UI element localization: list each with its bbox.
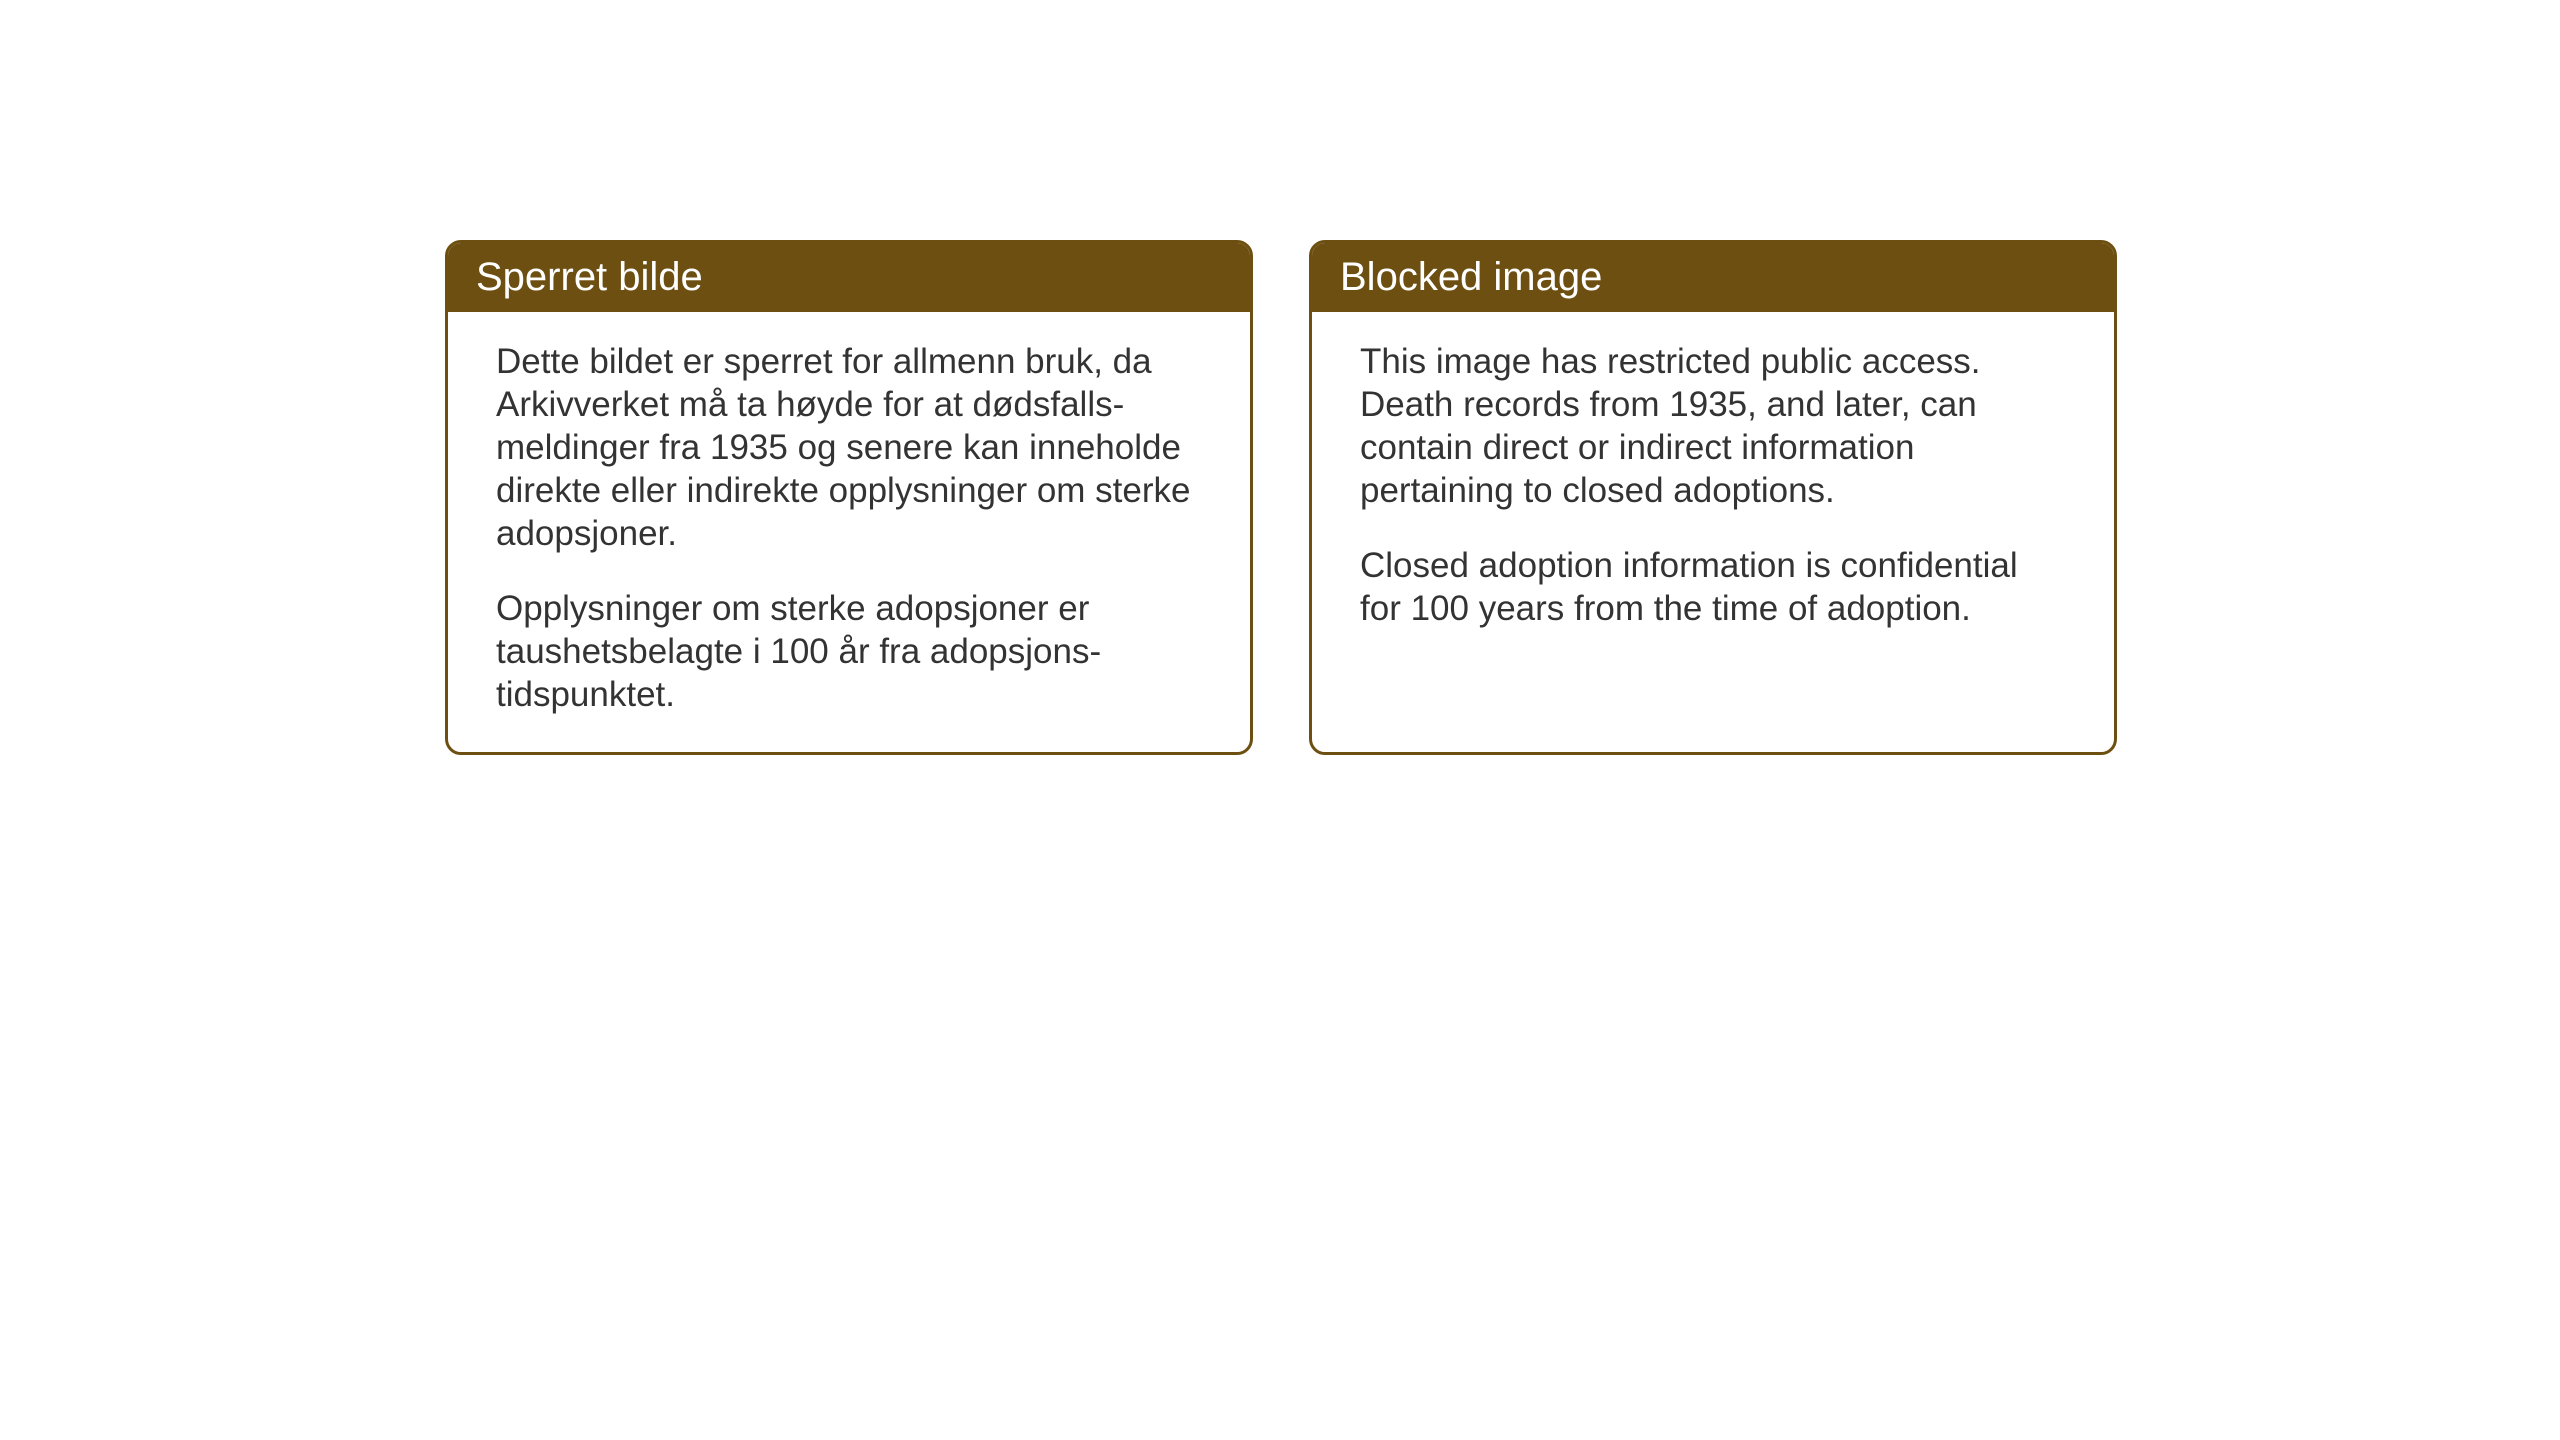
notice-body-norwegian: Dette bildet er sperret for allmenn bruk… [448, 312, 1250, 752]
notice-container: Sperret bilde Dette bildet er sperret fo… [445, 240, 2117, 755]
notice-paragraph-2-english: Closed adoption information is confident… [1360, 544, 2066, 630]
notice-card-norwegian: Sperret bilde Dette bildet er sperret fo… [445, 240, 1253, 755]
notice-body-english: This image has restricted public access.… [1312, 312, 2114, 710]
notice-paragraph-2-norwegian: Opplysninger om sterke adopsjoner er tau… [496, 587, 1202, 716]
notice-title-english: Blocked image [1312, 243, 2114, 312]
notice-paragraph-1-english: This image has restricted public access.… [1360, 340, 2066, 512]
notice-title-norwegian: Sperret bilde [448, 243, 1250, 312]
notice-card-english: Blocked image This image has restricted … [1309, 240, 2117, 755]
notice-paragraph-1-norwegian: Dette bildet er sperret for allmenn bruk… [496, 340, 1202, 555]
